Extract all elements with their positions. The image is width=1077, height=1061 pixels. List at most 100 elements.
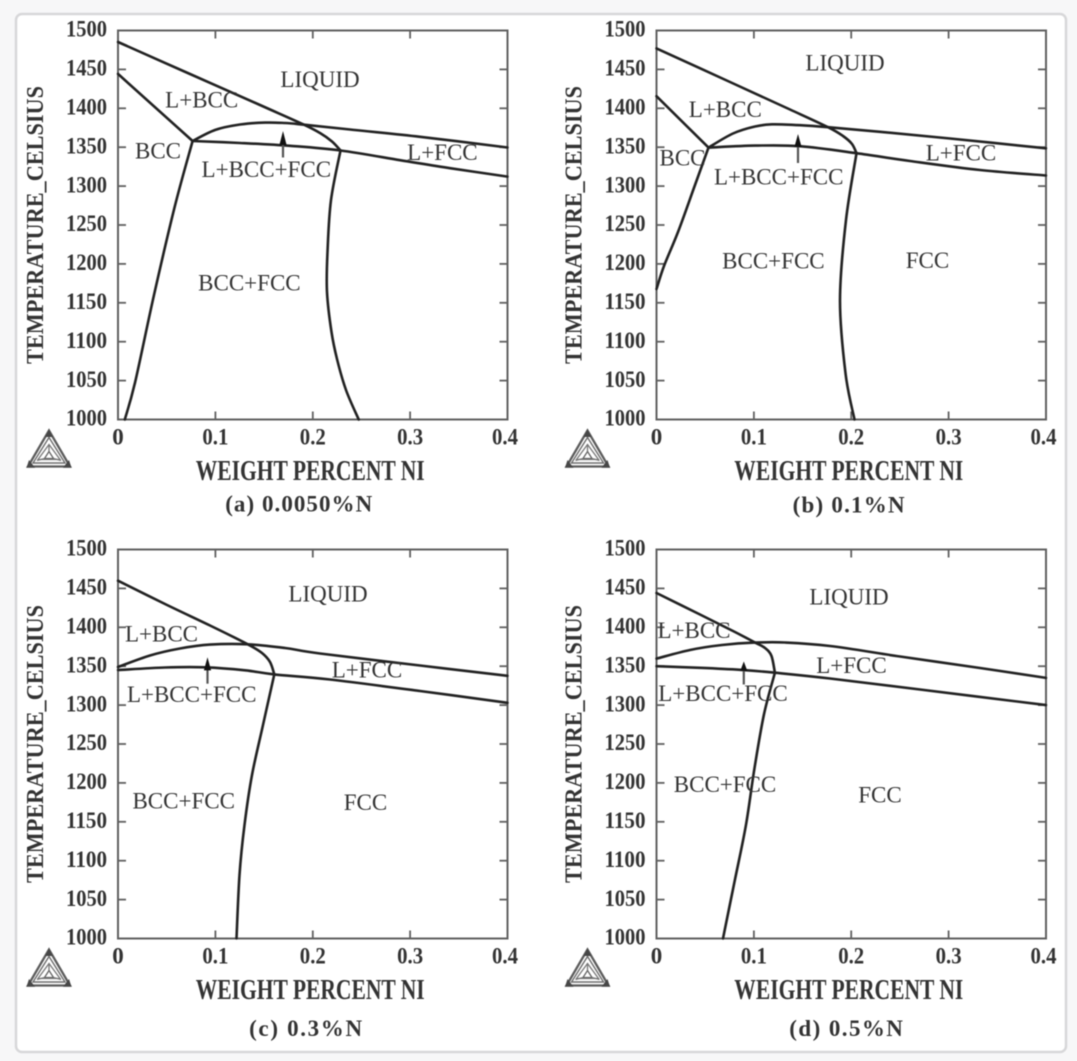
svg-text:(d) 0.5%N: (d) 0.5%N xyxy=(789,1016,903,1041)
svg-text:0.2: 0.2 xyxy=(838,944,864,969)
svg-text:1100: 1100 xyxy=(66,328,107,353)
svg-text:0: 0 xyxy=(651,944,663,969)
svg-text:WEIGHT PERCENT NI: WEIGHT PERCENT NI xyxy=(734,975,963,1006)
svg-text:1250: 1250 xyxy=(605,211,646,236)
svg-text:0.3: 0.3 xyxy=(936,944,962,969)
svg-text:1450: 1450 xyxy=(605,56,646,81)
svg-text:BCC+FCC: BCC+FCC xyxy=(198,271,300,296)
svg-text:WEIGHT PERCENT NI: WEIGHT PERCENT NI xyxy=(196,456,425,487)
svg-text:1250: 1250 xyxy=(66,211,107,236)
svg-text:1500: 1500 xyxy=(605,536,646,561)
svg-text:WEIGHT PERCENT NI: WEIGHT PERCENT NI xyxy=(734,456,963,487)
svg-text:1500: 1500 xyxy=(66,536,107,561)
svg-text:0.4: 0.4 xyxy=(1031,944,1057,969)
svg-text:FCC: FCC xyxy=(344,790,387,815)
svg-text:1100: 1100 xyxy=(605,328,646,353)
svg-text:1300: 1300 xyxy=(66,172,107,197)
svg-text:L+FCC: L+FCC xyxy=(816,653,887,678)
svg-text:WEIGHT PERCENT NI: WEIGHT PERCENT NI xyxy=(196,975,425,1006)
svg-text:1150: 1150 xyxy=(66,808,107,833)
svg-text:0.2: 0.2 xyxy=(300,944,326,969)
svg-text:LIQUID: LIQUID xyxy=(809,585,888,610)
svg-text:0.1: 0.1 xyxy=(741,425,767,450)
svg-text:L+BCC+FCC: L+BCC+FCC xyxy=(714,165,844,190)
svg-text:L+BCC: L+BCC xyxy=(165,87,238,112)
svg-text:0.3: 0.3 xyxy=(936,425,962,450)
svg-text:1350: 1350 xyxy=(605,652,646,677)
svg-text:1300: 1300 xyxy=(605,172,646,197)
svg-text:0.4: 0.4 xyxy=(492,425,518,450)
svg-text:1400: 1400 xyxy=(605,95,646,120)
svg-text:1350: 1350 xyxy=(66,133,107,158)
svg-text:TEMPERATURE_CELSIUS: TEMPERATURE_CELSIUS xyxy=(562,86,588,364)
svg-text:0.3: 0.3 xyxy=(397,944,423,969)
svg-text:LIQUID: LIQUID xyxy=(805,51,884,76)
svg-text:1000: 1000 xyxy=(605,925,646,950)
svg-text:1300: 1300 xyxy=(66,691,107,716)
svg-text:FCC: FCC xyxy=(858,783,901,808)
svg-text:BCC+FCC: BCC+FCC xyxy=(132,789,234,814)
svg-text:1500: 1500 xyxy=(66,17,107,42)
svg-text:0.2: 0.2 xyxy=(300,425,326,450)
svg-text:1350: 1350 xyxy=(66,652,107,677)
svg-text:1000: 1000 xyxy=(605,406,646,431)
svg-text:TEMPERATURE_CELSIUS: TEMPERATURE_CELSIUS xyxy=(23,86,49,364)
svg-text:1100: 1100 xyxy=(66,847,107,872)
svg-text:BCC: BCC xyxy=(135,139,181,164)
svg-text:(a) 0.0050%N: (a) 0.0050%N xyxy=(225,492,372,517)
svg-text:1050: 1050 xyxy=(66,367,107,392)
svg-text:1050: 1050 xyxy=(605,886,646,911)
svg-text:0.3: 0.3 xyxy=(397,425,423,450)
svg-text:1050: 1050 xyxy=(66,886,107,911)
svg-text:0.4: 0.4 xyxy=(1031,425,1057,450)
svg-text:1250: 1250 xyxy=(66,730,107,755)
svg-text:1350: 1350 xyxy=(605,133,646,158)
svg-text:L+BCC+FCC: L+BCC+FCC xyxy=(202,157,332,182)
svg-text:1100: 1100 xyxy=(605,847,646,872)
svg-text:(c) 0.3%N: (c) 0.3%N xyxy=(249,1016,362,1041)
svg-text:1250: 1250 xyxy=(605,730,646,755)
svg-text:0: 0 xyxy=(651,425,663,450)
svg-text:L+FCC: L+FCC xyxy=(926,141,997,166)
svg-text:1200: 1200 xyxy=(605,769,646,794)
svg-text:L+BCC: L+BCC xyxy=(689,97,762,122)
svg-text:1500: 1500 xyxy=(605,17,646,42)
svg-text:0.4: 0.4 xyxy=(492,944,518,969)
svg-text:LIQUID: LIQUID xyxy=(280,67,359,92)
svg-text:L+FCC: L+FCC xyxy=(332,657,403,682)
svg-text:0.2: 0.2 xyxy=(838,425,864,450)
svg-text:1150: 1150 xyxy=(605,289,646,314)
svg-text:L+FCC: L+FCC xyxy=(407,140,478,165)
svg-text:BCC: BCC xyxy=(659,146,705,171)
svg-text:1450: 1450 xyxy=(66,56,107,81)
svg-text:1400: 1400 xyxy=(605,614,646,639)
svg-text:TEMPERATURE_CELSIUS: TEMPERATURE_CELSIUS xyxy=(562,605,588,883)
svg-text:1450: 1450 xyxy=(66,575,107,600)
svg-text:1150: 1150 xyxy=(605,808,646,833)
svg-text:1450: 1450 xyxy=(605,575,646,600)
svg-text:1150: 1150 xyxy=(66,289,107,314)
svg-text:1400: 1400 xyxy=(66,614,107,639)
svg-text:1200: 1200 xyxy=(66,250,107,275)
svg-text:FCC: FCC xyxy=(906,248,949,273)
svg-text:0: 0 xyxy=(112,944,124,969)
svg-text:L+BCC+FCC: L+BCC+FCC xyxy=(127,682,257,707)
svg-text:1300: 1300 xyxy=(605,691,646,716)
svg-text:0.1: 0.1 xyxy=(741,944,767,969)
svg-text:1050: 1050 xyxy=(605,367,646,392)
svg-text:BCC+FCC: BCC+FCC xyxy=(722,249,824,274)
svg-text:(b) 0.1%N: (b) 0.1%N xyxy=(793,493,905,518)
svg-text:0: 0 xyxy=(112,425,124,450)
svg-text:0.1: 0.1 xyxy=(202,425,228,450)
svg-text:1000: 1000 xyxy=(66,406,107,431)
svg-text:BCC+FCC: BCC+FCC xyxy=(674,772,776,797)
svg-text:1200: 1200 xyxy=(66,769,107,794)
svg-text:1400: 1400 xyxy=(66,95,107,120)
svg-text:1200: 1200 xyxy=(605,250,646,275)
svg-text:LIQUID: LIQUID xyxy=(288,582,367,607)
svg-text:L+BCC+FCC: L+BCC+FCC xyxy=(658,681,788,706)
svg-text:TEMPERATURE_CELSIUS: TEMPERATURE_CELSIUS xyxy=(23,605,49,883)
svg-text:L+BCC: L+BCC xyxy=(125,621,198,646)
svg-text:0.1: 0.1 xyxy=(202,944,228,969)
svg-text:1000: 1000 xyxy=(66,925,107,950)
